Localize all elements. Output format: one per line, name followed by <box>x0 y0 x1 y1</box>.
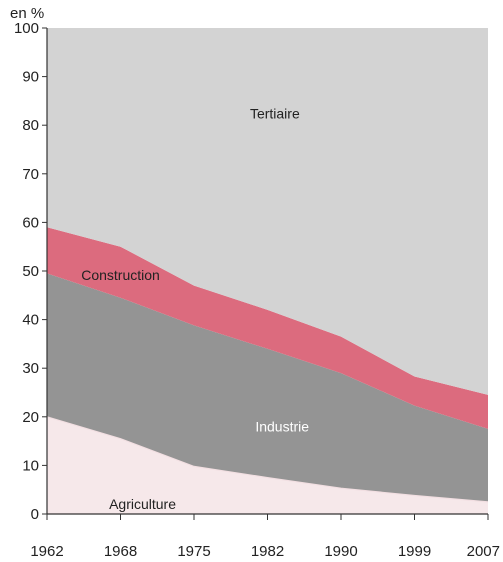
y-tick-label: 40 <box>22 312 39 329</box>
y-tick-label: 0 <box>31 506 39 523</box>
series-labels: Agriculture Industrie Construction Tertiair… <box>81 105 309 512</box>
x-axis: 1962 1968 1975 1982 1990 1999 2007 <box>30 513 500 560</box>
y-tick-label: 10 <box>22 457 39 474</box>
x-tick-label: 2007 <box>467 543 500 560</box>
y-axis: 0 10 20 30 40 50 60 70 80 90 100 <box>14 20 48 523</box>
agriculture-boundary-line <box>46 416 489 503</box>
y-tick-label: 100 <box>14 20 39 37</box>
area-agriculture <box>47 416 488 514</box>
y-tick-label: 50 <box>22 263 39 280</box>
y-tick-label: 20 <box>22 409 39 426</box>
x-tick-label: 1975 <box>177 543 210 560</box>
series-label-agriculture: Agriculture <box>109 496 176 512</box>
area-industrie <box>47 273 488 502</box>
x-tick-label: 1999 <box>398 543 431 560</box>
x-tick-label: 1982 <box>251 543 284 560</box>
x-tick-label: 1990 <box>324 543 357 560</box>
y-axis-unit-label: en % <box>10 5 44 22</box>
area-tertiaire <box>47 28 488 395</box>
series-areas <box>46 28 489 514</box>
x-tick-label: 1962 <box>30 543 63 560</box>
y-tick-label: 90 <box>22 69 39 86</box>
series-label-construction: Construction <box>81 267 160 283</box>
series-label-industrie: Industrie <box>255 419 309 435</box>
area-construction <box>47 227 488 429</box>
series-label-tertiaire: Tertiaire <box>250 105 300 121</box>
y-tick-label: 60 <box>22 214 39 231</box>
y-tick-label: 80 <box>22 117 39 134</box>
y-tick-label: 30 <box>22 360 39 377</box>
x-tick-label: 1968 <box>104 543 137 560</box>
y-tick-label: 70 <box>22 166 39 183</box>
